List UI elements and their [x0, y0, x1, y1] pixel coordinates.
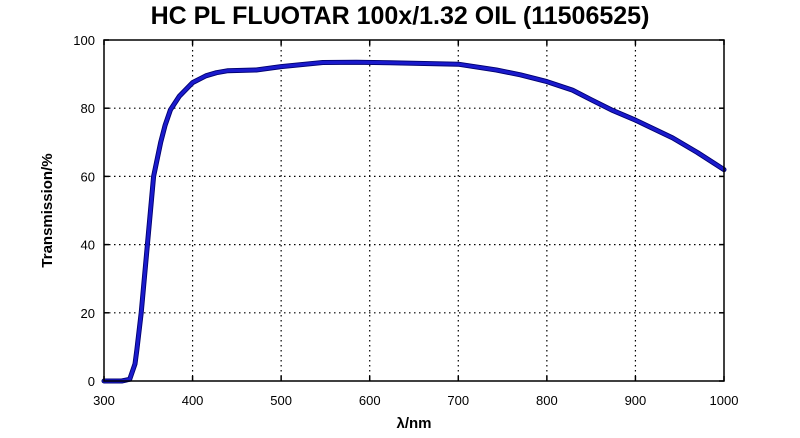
- series-line-outline: [101, 59, 727, 384]
- data-series: [101, 59, 727, 384]
- y-tick-labels: 0 20 40 60 80 100: [73, 33, 95, 389]
- y-axis-label: Transmission/%: [39, 153, 56, 267]
- x-tick-label: 600: [359, 393, 381, 408]
- grid-lines: [104, 40, 724, 381]
- x-tick-label: 500: [270, 393, 292, 408]
- x-axis-label: λ/nm: [396, 415, 431, 432]
- plot-frame: [103, 39, 725, 382]
- x-tick-label: 300: [93, 393, 115, 408]
- chart-title: HC PL FLUOTAR 100x/1.32 OIL (11506525): [150, 2, 650, 30]
- x-tick-label: 1000: [710, 393, 739, 408]
- y-tick-label: 60: [81, 169, 95, 184]
- y-tick-label: 0: [88, 374, 95, 389]
- transmission-line: [102, 60, 726, 383]
- y-tick-label: 40: [81, 238, 95, 253]
- y-tick-label: 80: [81, 101, 95, 116]
- axis-ticks: [103, 39, 725, 382]
- y-tick-label: 20: [81, 306, 95, 321]
- x-tick-label: 800: [536, 393, 558, 408]
- x-tick-label: 900: [625, 393, 647, 408]
- y-tick-label: 100: [73, 33, 95, 48]
- x-tick-labels: 300 400 500 600 700 800 900 1000: [93, 393, 738, 408]
- x-tick-label: 400: [182, 393, 204, 408]
- x-tick-label: 700: [447, 393, 469, 408]
